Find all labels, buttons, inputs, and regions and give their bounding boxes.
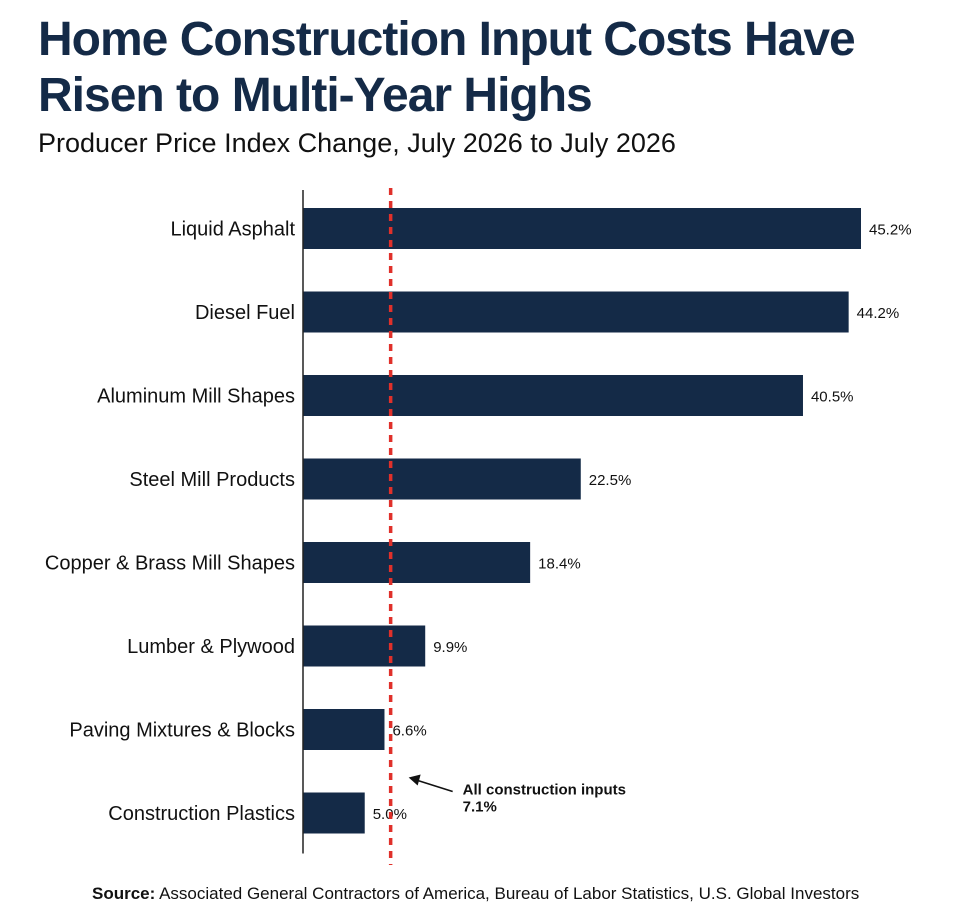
bar-1 (303, 208, 861, 249)
source-text: Associated General Contractors of Americ… (155, 884, 860, 903)
category-label: Lumber & Plywood (127, 636, 295, 658)
value-label: 22.5% (589, 472, 632, 489)
value-label: 44.2% (857, 305, 900, 322)
category-label: Aluminum Mill Shapes (97, 386, 295, 408)
category-label: Diesel Fuel (195, 302, 295, 324)
chart-subtitle: Producer Price Index Change, July 2026 t… (38, 128, 676, 158)
category-label: Copper & Brass Mill Shapes (45, 553, 295, 575)
category-label: Construction Plastics (108, 803, 295, 825)
bar-group (303, 208, 861, 834)
bar-5 (303, 542, 531, 583)
bar-6 (303, 625, 426, 667)
bar-2 (303, 291, 849, 333)
category-label: Steel Mill Products (129, 469, 295, 491)
value-label: 6.6% (392, 723, 426, 740)
source-label: Source: (92, 884, 156, 903)
value-label: 45.2% (869, 222, 912, 239)
chart-title: Home Construction Input Costs Have Risen… (38, 12, 938, 124)
arrow-head-icon (408, 774, 421, 786)
bar-chart: Liquid Asphalt Diesel Fuel Aluminum Mill S… (45, 188, 912, 865)
bar-3 (303, 375, 803, 416)
source-note: Source: Associated General Contractors o… (92, 884, 859, 904)
category-labels: Liquid Asphalt Diesel Fuel Aluminum Mill S… (45, 219, 296, 826)
value-label: 40.5% (811, 389, 854, 406)
value-label: 9.9% (433, 639, 467, 656)
bar-8 (303, 792, 365, 834)
annotation-arrow-line (414, 778, 453, 793)
reference-label-line-1: All construction inputs (463, 782, 626, 799)
category-label: Paving Mixtures & Blocks (69, 720, 295, 742)
bar-4 (303, 458, 581, 500)
chart-title-line-1: Home Construction Input Costs Have (38, 13, 856, 66)
bar-7 (303, 709, 385, 750)
reference-label-line-2: 7.1% (463, 799, 497, 816)
category-label: Liquid Asphalt (170, 219, 295, 241)
chart-title-line-2: Risen to Multi-Year Highs (38, 69, 593, 122)
value-label: 18.4% (538, 556, 581, 573)
